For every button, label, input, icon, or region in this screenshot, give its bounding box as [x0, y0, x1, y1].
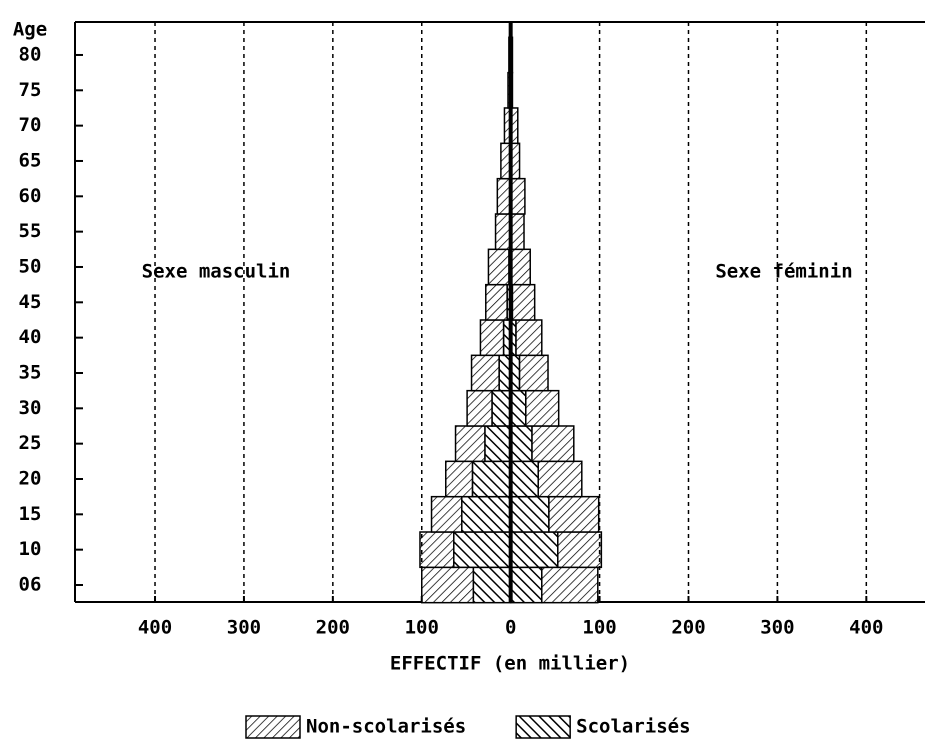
bar-segment [509, 460, 539, 498]
y-tick-label: 70 [19, 114, 42, 136]
bar-segment [537, 460, 583, 498]
bar-segment [510, 177, 526, 215]
bar-segment [510, 213, 525, 251]
y-tick-label: 30 [19, 397, 42, 419]
bar-segment [557, 531, 603, 569]
bar-segment [421, 566, 475, 604]
bar-segment [518, 354, 549, 392]
x-tick-label: 200 [316, 617, 350, 639]
y-tick-label: 35 [19, 361, 42, 383]
x-tick-label: 400 [138, 617, 172, 639]
y-tick-label: 40 [19, 326, 42, 348]
bar-segment [511, 283, 536, 321]
bar-segment [509, 495, 550, 533]
legend-swatch [245, 715, 301, 739]
y-tick-label: 10 [19, 538, 42, 560]
y-tick-label: 65 [19, 149, 42, 171]
y-tick-label: 25 [19, 432, 42, 454]
bar-segment [525, 389, 560, 427]
bar-segment [541, 566, 599, 604]
bar-segment [548, 495, 600, 533]
bar-segment [509, 389, 527, 427]
x-tick-label: 100 [582, 617, 616, 639]
bar-segment [461, 495, 512, 533]
bar-segment [484, 425, 512, 463]
x-tick-label: 200 [671, 617, 705, 639]
bar-segment [487, 248, 510, 286]
y-tick-label: 75 [19, 79, 42, 101]
bar-segment [472, 566, 512, 604]
bar-segment [485, 283, 508, 321]
annotation: Sexe masculin [142, 261, 291, 283]
bar-segment [496, 177, 511, 215]
y-tick-label: 60 [19, 185, 42, 207]
x-tick-label: 100 [405, 617, 439, 639]
bar-segment [491, 389, 512, 427]
bar-segment [510, 248, 531, 286]
legend-swatch [515, 715, 571, 739]
bar-segment [515, 319, 543, 357]
annotation: Sexe féminin [715, 261, 852, 283]
bar-segment [470, 354, 500, 392]
bar-segment [419, 531, 455, 569]
bar-segment [509, 531, 559, 569]
y-tick-label: 50 [19, 255, 42, 277]
y-tick-label: 80 [19, 43, 42, 65]
bar-segment [430, 495, 463, 533]
x-tick-label: 0 [505, 617, 516, 639]
bar-segment [466, 389, 493, 427]
x-tick-label: 300 [227, 617, 261, 639]
bar-segment [445, 460, 474, 498]
y-tick-label: 45 [19, 291, 42, 313]
legend-label: Non-scolarisés [306, 716, 466, 738]
x-tick-label: 300 [760, 617, 794, 639]
y-tick-label: 55 [19, 220, 42, 242]
legend-label: Scolarisés [576, 716, 690, 738]
bar-segment [494, 213, 511, 251]
y-axis-label: Age [13, 19, 47, 41]
x-axis-label: EFFECTIF (en millier) [390, 653, 630, 675]
bar-segment [471, 460, 512, 498]
bar-segment [509, 566, 543, 604]
bar-segment [531, 425, 575, 463]
bar-segment [479, 319, 505, 357]
bar-segment [509, 425, 533, 463]
y-tick-label: 15 [19, 503, 42, 525]
x-tick-label: 400 [849, 617, 883, 639]
bar-segment [454, 425, 486, 463]
y-tick-label: 20 [19, 467, 42, 489]
bar-segment [453, 531, 512, 569]
y-tick-label: 06 [19, 574, 42, 596]
